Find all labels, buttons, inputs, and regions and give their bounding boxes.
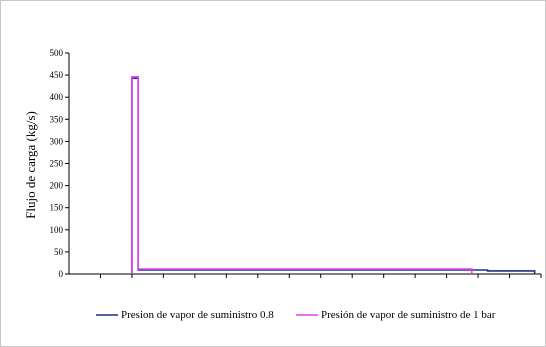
legend-label-1: Presion de vapor de suministro 0.8 — [121, 309, 274, 321]
y-tick-label: 300 — [50, 136, 64, 146]
y-tick-label: 350 — [50, 114, 64, 124]
y-axis-title: Flujo de carga (kg/s) — [23, 111, 38, 219]
y-tick-label: 150 — [50, 203, 64, 213]
series-layer — [131, 76, 536, 274]
y-tick-label: 100 — [50, 225, 64, 235]
y-tick-label: 400 — [50, 92, 64, 102]
x-axis — [69, 273, 542, 278]
series-line-2 — [131, 76, 473, 274]
y-tick-label: 250 — [50, 159, 64, 169]
y-tick-label: 450 — [50, 70, 64, 80]
y-axis: 0 50 100 150 200 250 300 350 400 450 500 — [50, 48, 70, 279]
y-tick-label: 500 — [50, 48, 64, 58]
y-tick-label: 200 — [50, 181, 64, 191]
legend-label-2: Presión de vapor de suministro de 1 bar — [321, 309, 496, 321]
y-tick-label: 0 — [59, 269, 64, 279]
legend: Presion de vapor de suministro 0.8 Presió… — [96, 309, 496, 321]
series-line-1 — [131, 77, 536, 274]
y-tick-label: 50 — [54, 247, 64, 257]
